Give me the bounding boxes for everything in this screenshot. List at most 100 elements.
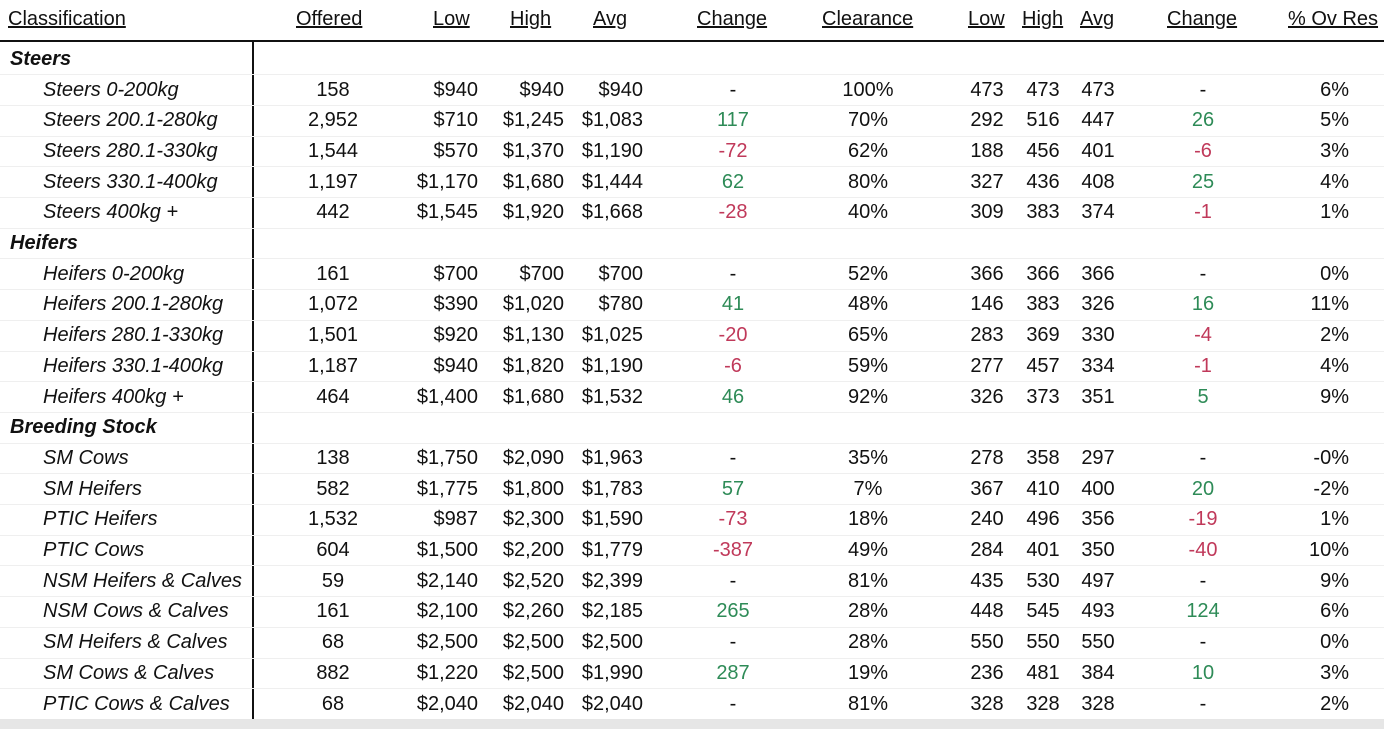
cell-low2: 367 [970, 477, 1004, 500]
cell-change2: - [1199, 692, 1207, 715]
cell-clearance: 35% [847, 446, 889, 469]
cell-high: $2,520 [502, 569, 564, 592]
cell-avg: $1,963 [581, 446, 643, 469]
cell-avg2: 384 [1081, 661, 1115, 684]
row-separator [0, 504, 1384, 505]
cell-avg2: 330 [1081, 324, 1115, 347]
cell-ov: -2% [1313, 477, 1349, 500]
cell-offered: 1,187 [307, 354, 359, 377]
header-change: Change [697, 7, 768, 30]
table-row: Steers 400kg + 442 $1,545 $1,920 $1,668 -28 40… [0, 198, 1384, 229]
cell-avg: $700 [598, 262, 644, 285]
cell-avg2: 493 [1081, 600, 1115, 623]
cell-avg: $1,190 [581, 139, 643, 162]
cell-change: - [729, 262, 737, 285]
cell-avg2: 326 [1081, 293, 1115, 316]
header-change-kg: Change [1167, 7, 1238, 30]
header-avg: Avg [593, 7, 628, 30]
row-separator [0, 74, 1384, 76]
cell-low2: 326 [970, 385, 1004, 408]
row-label: Steers 330.1-400kg [43, 170, 218, 193]
cell-ov: 2% [1320, 324, 1349, 347]
cell-avg2: 550 [1081, 631, 1115, 654]
header-classification: Classification [8, 7, 126, 30]
cell-low2: 236 [970, 661, 1004, 684]
cell-change: 287 [716, 661, 750, 684]
row-label: Heifers 0-200kg [43, 262, 185, 285]
cell-low: $1,750 [416, 446, 478, 469]
cell-avg2: 473 [1081, 78, 1115, 101]
cell-change2: 25 [1191, 170, 1215, 193]
cell-avg2: 447 [1081, 109, 1115, 132]
table-row: Heifers 330.1-400kg 1,187 $940 $1,820 $1,190… [0, 351, 1384, 382]
row-separator [0, 350, 1384, 352]
cell-low: $1,170 [416, 170, 478, 193]
cell-clearance: 81% [847, 569, 889, 592]
column-divider [252, 42, 254, 719]
row-label: Heifers 280.1-330kg [43, 324, 224, 347]
cell-high: $2,500 [502, 631, 564, 654]
cell-change2: - [1199, 446, 1207, 469]
section-title: Heifers [10, 232, 78, 255]
cell-offered: 1,072 [307, 293, 359, 316]
cell-offered: 138 [316, 446, 350, 469]
cell-high2: 410 [1026, 477, 1060, 500]
cell-offered: 1,544 [307, 139, 359, 162]
cell-avg2: 350 [1081, 539, 1115, 562]
cell-avg2: 408 [1081, 170, 1115, 193]
cell-low2: 278 [970, 446, 1004, 469]
cell-offered: 161 [316, 262, 350, 285]
cell-avg2: 351 [1081, 385, 1115, 408]
cell-low: $700 [433, 262, 479, 285]
cell-high2: 366 [1026, 262, 1060, 285]
table-row: Heifers 0-200kg 161 $700 $700 $700 - 52% 366 366… [0, 259, 1384, 290]
cell-change: -387 [712, 539, 754, 562]
cell-high2: 383 [1026, 293, 1060, 316]
cell-clearance: 7% [853, 477, 883, 500]
table-row: PTIC Cows 604 $1,500 $2,200 $1,779 -387 49% 284… [0, 535, 1384, 566]
cell-avg: $1,025 [581, 324, 643, 347]
cell-avg: $1,590 [581, 508, 643, 531]
table-row: NSM Heifers & Calves 59 $2,140 $2,520 $2,399… [0, 566, 1384, 597]
cell-low: $1,545 [416, 201, 478, 224]
table-row: Steers 280.1-330kg 1,544 $570 $1,370 $1,190 -… [0, 136, 1384, 167]
row-label: SM Cows [43, 446, 129, 469]
row-label: PTIC Heifers [43, 508, 158, 531]
cell-clearance: 49% [847, 539, 889, 562]
row-separator [0, 104, 1384, 106]
cell-change: -73 [718, 508, 748, 531]
cell-change2: - [1199, 78, 1207, 101]
row-label: SM Cows & Calves [43, 661, 215, 684]
cell-ov: 0% [1320, 262, 1349, 285]
cell-avg: $1,783 [581, 477, 643, 500]
cell-avg: $2,185 [581, 600, 643, 623]
cell-high2: 456 [1026, 139, 1060, 162]
header-over-reserve: % Ov Res [1288, 7, 1379, 30]
row-separator [0, 381, 1384, 383]
cell-high: $2,500 [502, 661, 564, 684]
cell-avg: $1,532 [581, 385, 643, 408]
cell-change: 62 [721, 170, 745, 193]
table-row: Steers 330.1-400kg 1,197 $1,170 $1,680 $1,44… [0, 167, 1384, 198]
row-label: NSM Heifers & Calves [43, 569, 242, 592]
cell-change2: - [1199, 262, 1207, 285]
cell-high2: 436 [1026, 170, 1060, 193]
cell-low: $710 [433, 109, 479, 132]
row-separator [0, 411, 1384, 413]
header-avg-kg: Avg [1080, 7, 1115, 30]
cell-change: 46 [721, 385, 745, 408]
cell-high: $1,130 [502, 324, 564, 347]
cell-high2: 496 [1026, 508, 1060, 531]
cell-change2: -40 [1188, 539, 1218, 562]
cell-avg2: 400 [1081, 477, 1115, 500]
cell-high: $1,020 [502, 293, 564, 316]
cell-ov: 6% [1320, 78, 1349, 101]
cell-ov: 6% [1320, 600, 1349, 623]
cell-low: $987 [433, 508, 479, 531]
cell-high2: 328 [1026, 692, 1060, 715]
table-row: Steers 200.1-280kg 2,952 $710 $1,245 $1,083 1… [0, 105, 1384, 136]
cell-change2: -1 [1194, 201, 1212, 224]
cell-change: -20 [718, 324, 748, 347]
cell-ov: 3% [1320, 661, 1349, 684]
